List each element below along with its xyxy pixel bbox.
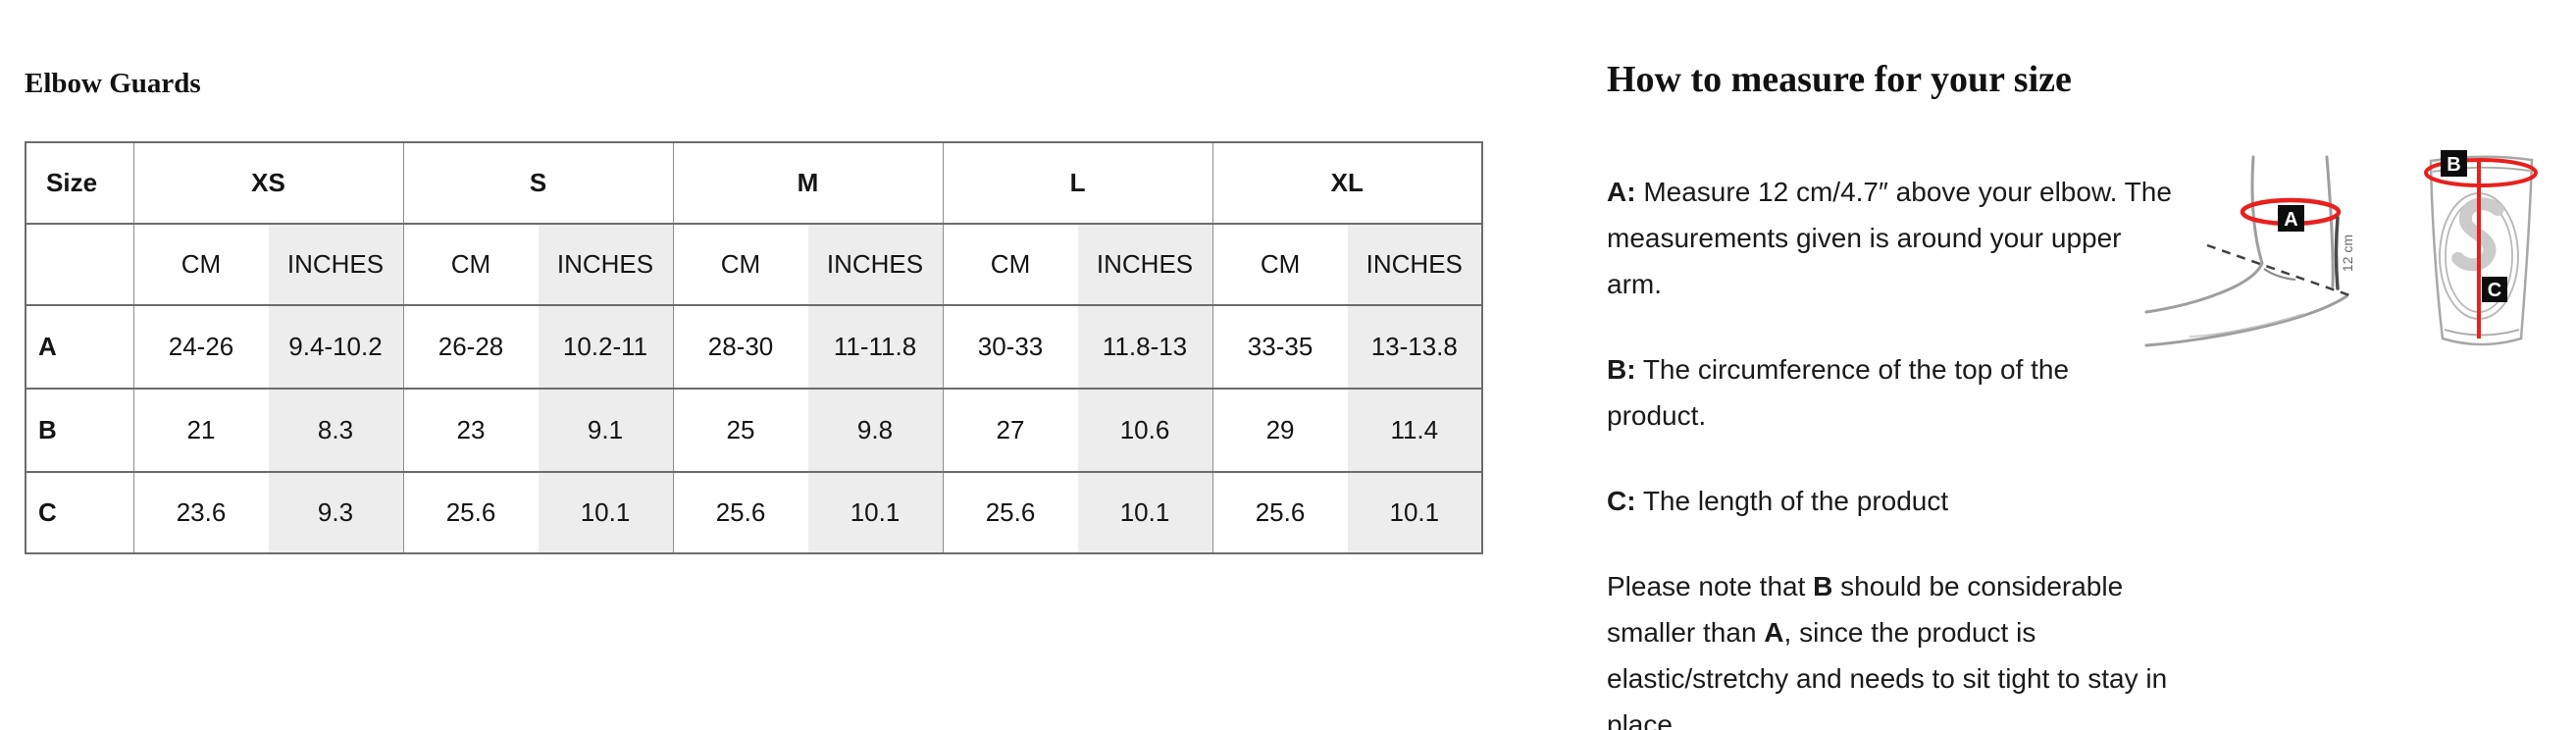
table-row-b: B 21 8.3 23 9.1 25 9.8 27 10.6 29 11.4 <box>26 388 1483 473</box>
unit-header-cm: CM <box>132 223 269 306</box>
unit-header-cm: CM <box>672 223 808 306</box>
badge-c <box>2482 277 2507 302</box>
value-cell: 25 <box>672 388 808 473</box>
badge-a-letter: A <box>2284 209 2297 231</box>
value-cell: 10.1 <box>1347 471 1483 554</box>
value-cell: 9.4-10.2 <box>268 304 403 390</box>
value-cell: 25.6 <box>942 471 1078 554</box>
value-cell: 28-30 <box>672 304 808 390</box>
value-cell: 8.3 <box>268 388 403 473</box>
unit-header-inches: INCHES <box>268 223 403 306</box>
unit-header-inches: INCHES <box>538 223 673 306</box>
page-title: Elbow Guards <box>25 68 201 99</box>
twelve-cm-label: 12 cm <box>2340 235 2355 272</box>
unit-header-cm: CM <box>942 223 1078 306</box>
measure-text-a: Measure 12 cm/4.7″ above your elbow. The… <box>1607 177 2172 299</box>
size-header-m: M <box>672 141 944 225</box>
measure-instructions: A: Measure 12 cm/4.7″ above your elbow. … <box>1607 169 2172 730</box>
size-table: Size XS S M L XL CM INCHES CM INCHES CM … <box>25 141 1484 554</box>
note-text: should be considerable smaller than <box>1607 571 2124 648</box>
note-bold-a: A <box>1764 617 1784 648</box>
value-cell: 10.1 <box>538 471 673 554</box>
unit-header-inches: INCHES <box>1347 223 1483 306</box>
unit-header-cm: CM <box>402 223 539 306</box>
guard-bottom-hem <box>2444 329 2520 337</box>
row-label-a: A <box>26 304 133 390</box>
size-header-s: S <box>402 141 673 225</box>
measure-label-a: A: <box>1607 177 1636 207</box>
table-row-c: C 23.6 9.3 25.6 10.1 25.6 10.1 25.6 10.1… <box>26 471 1483 554</box>
table-row-sizes: Size XS S M L XL <box>26 141 1483 225</box>
unit-header-cm: CM <box>1211 223 1348 306</box>
size-header-l: L <box>942 141 1213 225</box>
arm-measurement-illustration: 12 cm A <box>2144 155 2355 347</box>
guide-heading: How to measure for your size <box>1607 59 2072 100</box>
note-text: , since the product is elastic/stretchy … <box>1607 617 2168 730</box>
badge-a <box>2278 205 2304 232</box>
value-cell: 25.6 <box>672 471 808 554</box>
value-cell: 33-35 <box>1211 304 1348 390</box>
value-cell: 23.6 <box>132 471 269 554</box>
value-cell: 11.8-13 <box>1077 304 1213 390</box>
note-text: Please note that <box>1607 571 1814 601</box>
value-cell: 10.2-11 <box>538 304 673 390</box>
value-cell: 25.6 <box>402 471 539 554</box>
value-cell: 10.1 <box>1077 471 1213 554</box>
empty-cell <box>26 223 133 306</box>
size-header-xl: XL <box>1211 141 1483 225</box>
size-corner-header: Size <box>26 141 133 225</box>
elbow-dashed-line <box>2206 243 2353 298</box>
value-cell: 23 <box>402 388 539 473</box>
value-cell: 9.1 <box>538 388 673 473</box>
table-row-a: A 24-26 9.4-10.2 26-28 10.2-11 28-30 11-… <box>26 304 1483 390</box>
value-cell: 13-13.8 <box>1347 304 1483 390</box>
unit-header-inches: INCHES <box>807 223 944 306</box>
value-cell: 27 <box>942 388 1078 473</box>
value-cell: 21 <box>132 388 269 473</box>
measure-label-c: C: <box>1607 486 1636 516</box>
value-cell: 25.6 <box>1211 471 1348 554</box>
arm-outline <box>2144 155 2264 314</box>
table-row-units: CM INCHES CM INCHES CM INCHES CM INCHES … <box>26 223 1483 306</box>
unit-header-inches: INCHES <box>1077 223 1213 306</box>
note-bold-b: B <box>1813 571 1833 601</box>
elbow-crease-line <box>2263 268 2296 281</box>
value-cell: 26-28 <box>402 304 539 390</box>
measure-text-b: The circumference of the top of the prod… <box>1607 354 2070 431</box>
badge-b <box>2441 150 2467 177</box>
measure-label-b: B: <box>1607 354 1636 385</box>
twelve-cm-bar <box>2334 216 2340 290</box>
value-cell: 30-33 <box>942 304 1078 390</box>
measure-text-c: The length of the product <box>1635 486 1949 516</box>
size-header-xs: XS <box>132 141 403 225</box>
value-cell: 29 <box>1211 388 1348 473</box>
elbow-guard-illustration: B C <box>2424 150 2538 346</box>
value-cell: 11-11.8 <box>807 304 944 390</box>
badge-c-letter: C <box>2488 280 2501 301</box>
badge-b-letter: B <box>2447 154 2460 176</box>
value-cell: 9.8 <box>807 388 944 473</box>
forearm-inner-line <box>2189 313 2304 338</box>
forearm-outline <box>2144 294 2348 347</box>
value-cell: 10.6 <box>1077 388 1213 473</box>
measure-paragraph-a: A: Measure 12 cm/4.7″ above your elbow. … <box>1607 169 2172 307</box>
arm-outline <box>2325 155 2335 288</box>
value-cell: 10.1 <box>807 471 944 554</box>
value-cell: 11.4 <box>1347 388 1483 473</box>
measure-note: Please note that B should be considerabl… <box>1607 563 2172 730</box>
row-label-c: C <box>26 471 133 554</box>
row-label-b: B <box>26 388 133 473</box>
value-cell: 24-26 <box>132 304 269 390</box>
measure-paragraph-b: B: The circumference of the top of the p… <box>1607 346 2172 439</box>
value-cell: 9.3 <box>268 471 403 554</box>
measure-paragraph-c: C: The length of the product <box>1607 478 2172 524</box>
